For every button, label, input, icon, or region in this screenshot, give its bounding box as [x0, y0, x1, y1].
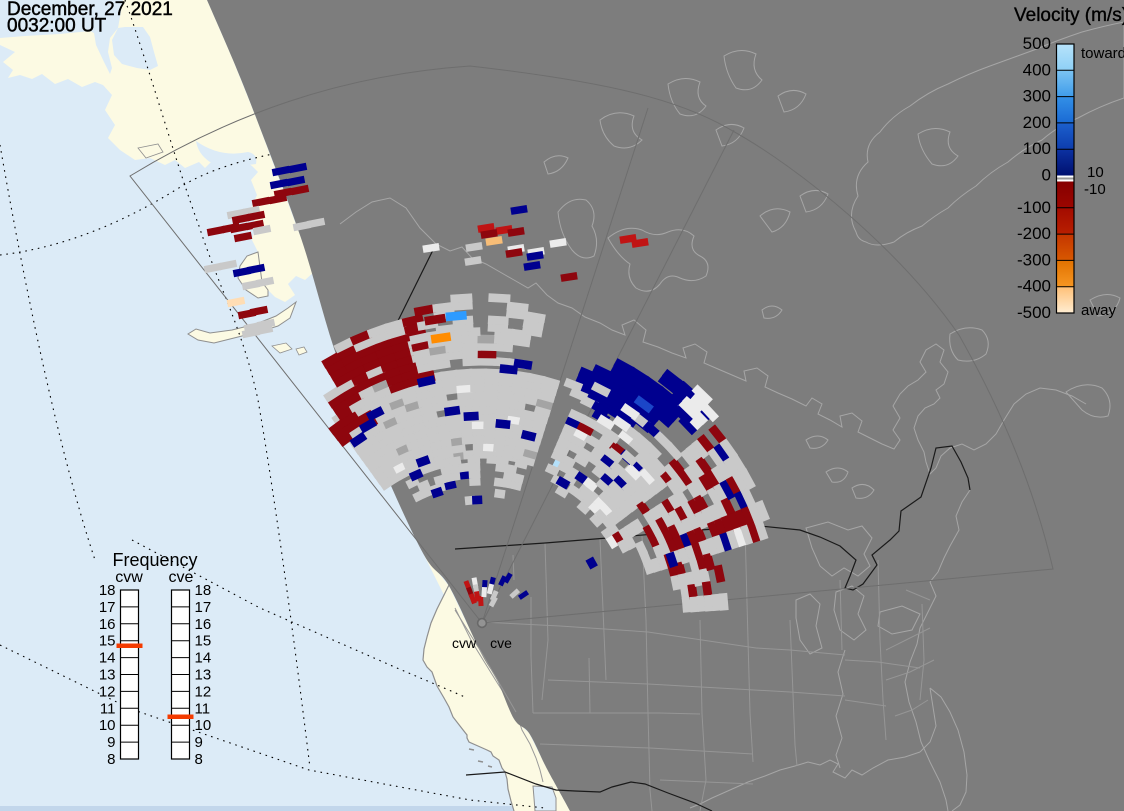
svg-text:8: 8 [195, 751, 203, 768]
svg-text:14: 14 [99, 650, 116, 667]
svg-text:15: 15 [195, 633, 212, 650]
svg-text:8: 8 [107, 751, 115, 768]
svg-text:17: 17 [99, 599, 116, 616]
svg-text:10: 10 [195, 717, 212, 734]
svg-text:toward: toward [1081, 45, 1124, 62]
svg-text:14: 14 [195, 650, 212, 667]
svg-text:17: 17 [195, 599, 212, 616]
svg-text:-100: -100 [1017, 198, 1051, 217]
svg-text:cve: cve [490, 635, 512, 651]
svg-text:18: 18 [195, 582, 212, 599]
svg-text:400: 400 [1023, 60, 1051, 79]
svg-text:cve: cve [169, 569, 194, 586]
svg-text:0032:00 UT: 0032:00 UT [7, 16, 107, 37]
svg-text:10: 10 [99, 717, 116, 734]
svg-text:-500: -500 [1017, 303, 1051, 322]
svg-text:cvw: cvw [452, 635, 477, 651]
svg-text:300: 300 [1023, 87, 1051, 106]
svg-text:13: 13 [195, 667, 212, 684]
svg-text:13: 13 [99, 667, 116, 684]
svg-text:away: away [1081, 302, 1117, 319]
svg-text:9: 9 [195, 734, 203, 751]
svg-text:15: 15 [99, 633, 116, 650]
svg-text:-300: -300 [1017, 250, 1051, 269]
svg-text:11: 11 [195, 700, 211, 717]
svg-text:16: 16 [195, 616, 212, 633]
svg-text:9: 9 [107, 734, 115, 751]
svg-text:-200: -200 [1017, 224, 1051, 243]
svg-text:100: 100 [1023, 139, 1051, 158]
svg-text:cvw: cvw [115, 569, 143, 586]
svg-text:18: 18 [99, 582, 116, 599]
svg-text:500: 500 [1023, 34, 1051, 53]
svg-text:11: 11 [100, 700, 116, 717]
svg-text:10: 10 [1087, 164, 1104, 181]
svg-text:Frequency: Frequency [112, 550, 197, 570]
svg-text:12: 12 [99, 683, 116, 700]
svg-text:0: 0 [1042, 166, 1051, 185]
svg-text:-10: -10 [1084, 181, 1106, 198]
svg-text:December, 27 2021: December, 27 2021 [7, 0, 173, 20]
svg-text:16: 16 [99, 616, 116, 633]
svg-text:-400: -400 [1017, 277, 1051, 296]
svg-text:200: 200 [1023, 113, 1051, 132]
svg-text:12: 12 [195, 683, 212, 700]
svg-text:Velocity (m/s): Velocity (m/s) [1014, 5, 1124, 26]
